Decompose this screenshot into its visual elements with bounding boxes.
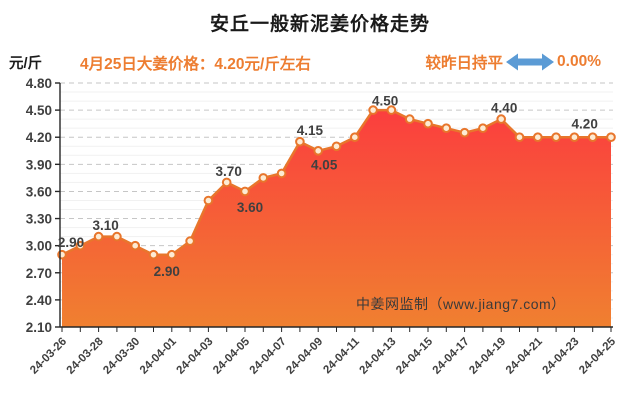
y-tick-label: 4.80 (26, 76, 52, 91)
flat-arrow-shape (506, 53, 555, 71)
y-tick-labels: 2.10 2.40 2.70 3.00 3.30 3.60 3.90 4.20 4.50 4.80 (26, 76, 52, 335)
x-tick-label: 24-04-07 (248, 336, 289, 377)
flat-arrow-icon (506, 53, 555, 71)
x-tick-label: 24-03-30 (101, 336, 142, 377)
data-point (112, 231, 122, 242)
trend-indicator: 较昨日持平 0.00% (426, 51, 601, 73)
y-tick-label: 2.70 (26, 266, 52, 281)
data-label: 2.90 (154, 264, 180, 279)
x-tick-label: 24-03-26 (28, 336, 69, 377)
data-point (276, 168, 287, 179)
data-point (551, 132, 561, 142)
x-tick-label: 24-04-09 (284, 336, 325, 377)
y-tick-label: 4.50 (26, 103, 52, 118)
data-label: 4.40 (491, 101, 517, 116)
data-point (167, 249, 177, 260)
data-point (606, 132, 616, 142)
data-label: 3.60 (237, 200, 263, 215)
area (62, 110, 611, 327)
x-tick-label: 24-04-15 (394, 335, 435, 376)
data-point (423, 118, 433, 129)
data-point (478, 123, 488, 133)
y-tick-label: 4.20 (26, 130, 52, 145)
y-tick-label: 3.00 (26, 239, 52, 254)
y-tick-label: 2.10 (26, 320, 52, 335)
x-tick-label: 24-04-17 (431, 336, 472, 377)
data-point (75, 240, 86, 251)
x-tick-label: 24-03-28 (65, 335, 106, 376)
x-tick-labels: 24-03-2624-03-2824-03-3024-04-0124-04-03… (28, 335, 618, 376)
data-point (496, 114, 507, 124)
price-subtitle: 4月25日大姜价格：4.20元/斤左右 (80, 56, 311, 73)
data-labels: 2.90 3.10 2.90 3.70 3.60 4.15 4.05 4.50 4.40 4.20 (58, 94, 598, 280)
x-tick-label: 24-04-25 (577, 335, 618, 376)
data-label: 4.05 (311, 157, 338, 172)
x-tick-label: 24-04-11 (321, 335, 362, 376)
data-point (368, 105, 378, 115)
data-point (514, 132, 525, 142)
trend-value: 0.00% (557, 53, 601, 70)
data-point (350, 132, 360, 142)
x-tick-label: 24-04-19 (467, 336, 508, 377)
page-title: 安丘一般新泥姜价格走势 (209, 14, 430, 35)
x-tick-label: 24-04-21 (504, 335, 545, 376)
data-point (185, 236, 195, 246)
data-point (569, 132, 580, 142)
data-label: 3.10 (92, 218, 118, 233)
data-label: 4.50 (372, 94, 398, 109)
x-tick-label: 24-04-23 (540, 336, 581, 377)
y-tick-label: 3.30 (26, 212, 52, 227)
data-point (313, 146, 324, 156)
y-tick-label: 2.40 (26, 293, 52, 308)
x-tick-label: 24-04-01 (138, 335, 179, 376)
x-tick-label: 24-04-13 (357, 336, 398, 377)
data-point (295, 136, 305, 147)
data-point (130, 240, 140, 251)
y-tick-label: 3.60 (26, 184, 52, 199)
data-point (240, 186, 250, 197)
data-point (441, 123, 452, 133)
data-label: 3.70 (216, 164, 242, 179)
data-points (57, 105, 616, 260)
trend-label: 较昨日持平 (425, 55, 504, 72)
data-point (331, 141, 342, 152)
x-tick-label: 24-04-03 (174, 336, 215, 377)
data-point (221, 177, 232, 188)
data-point (258, 173, 269, 183)
y-axis-unit-label: 元/斤 (9, 56, 43, 72)
data-point (587, 132, 598, 142)
data-point (93, 231, 104, 242)
data-point (404, 114, 415, 124)
data-point (533, 132, 543, 142)
data-point (203, 195, 214, 206)
data-point (148, 249, 159, 260)
watermark: 中姜网监制（www.jiang7.com） (356, 296, 566, 312)
axes (55, 82, 613, 332)
x-tick-label: 24-04-05 (211, 335, 252, 376)
data-label: 4.20 (572, 117, 598, 132)
data-label: 2.90 (58, 235, 84, 250)
data-label: 4.15 (297, 123, 324, 138)
area-fill (62, 110, 611, 327)
y-tick-label: 3.90 (26, 157, 52, 172)
data-point (386, 105, 397, 115)
data-point (459, 127, 470, 138)
